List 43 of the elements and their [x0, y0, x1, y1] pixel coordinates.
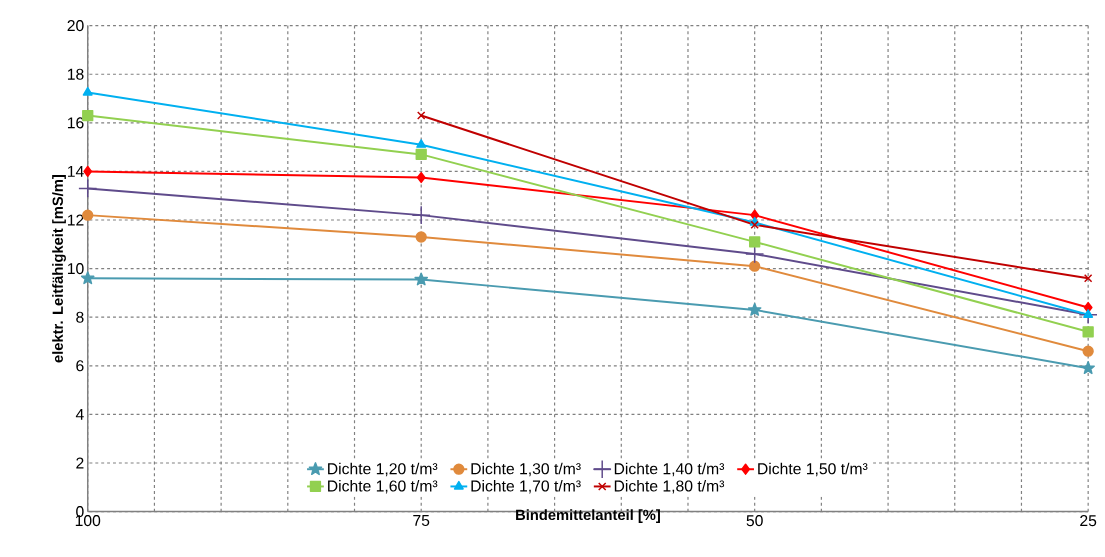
point: [411, 205, 431, 225]
point: [749, 236, 761, 248]
y-tick-label: 20: [67, 20, 84, 32]
x-tick-label: 25: [1080, 515, 1097, 527]
legend-label: Dichte 1,50 t/m³: [758, 462, 868, 477]
y-tick-label: 18: [67, 68, 84, 80]
point: [415, 231, 427, 243]
point: [1082, 326, 1094, 338]
y-tick-label: 10: [67, 263, 84, 275]
legend-label: Dichte 1,40 t/m³: [614, 462, 725, 477]
y-tick-label: 6: [76, 360, 84, 372]
x-tick-label: 75: [413, 515, 430, 527]
y-tick-label: 8: [76, 311, 84, 323]
y-tick-label: 4: [75, 409, 84, 420]
y-tick-label: 14: [67, 166, 84, 177]
point: [416, 171, 426, 184]
point: [82, 209, 94, 221]
point: [82, 86, 93, 96]
point: [416, 111, 426, 120]
legend-label: Dichte 1,30 t/m³: [471, 462, 581, 477]
point: [415, 148, 427, 161]
point: [416, 139, 427, 148]
point: [749, 260, 761, 272]
point: [1081, 361, 1095, 375]
x-axis-title: Bindemittelanteil [%]: [516, 509, 660, 524]
point: [747, 302, 762, 316]
point: [750, 220, 759, 230]
point: [83, 165, 93, 178]
point: [1083, 309, 1094, 318]
legend-label: Dichte 1,70 t/m³: [471, 480, 581, 494]
y-tick-label: 16: [67, 117, 84, 129]
y-tick-label: 2: [76, 457, 84, 469]
point: [1083, 274, 1093, 283]
legend-label: Dichte 1,80 t/m³: [614, 480, 725, 494]
point: [1082, 345, 1094, 357]
point: [78, 178, 98, 199]
y-axis-title: elektr. Leitfähigkeit [mS/m]: [52, 175, 66, 363]
point: [414, 272, 429, 286]
legend-label: Dichte 1,60 t/m³: [328, 480, 438, 494]
legend-label: Dichte 1,20 t/m³: [328, 462, 438, 477]
x-tick-label: 50: [746, 515, 763, 527]
y-tick-label: 12: [67, 214, 84, 226]
point: [82, 109, 94, 122]
